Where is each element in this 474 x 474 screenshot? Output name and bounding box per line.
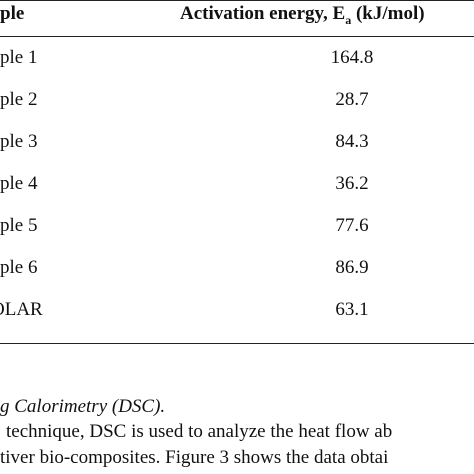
energy-cell: 164.8 [330, 47, 374, 68]
sample-cell: ple 3 [0, 131, 38, 152]
table-top-rule [0, 0, 474, 1]
sample-cell: ple 1 [0, 47, 38, 68]
sample-cell: ple 4 [0, 173, 38, 194]
header-rule [0, 36, 474, 37]
header-subscript: a [345, 12, 352, 27]
header-text: Activation energy, E [180, 3, 346, 24]
energy-cell: 28.7 [335, 89, 369, 110]
energy-cell: 86.9 [335, 257, 369, 278]
sample-cell: OLAR [0, 299, 43, 320]
energy-cell: 63.1 [335, 299, 369, 320]
header-sample: ple [0, 3, 25, 24]
sample-cell: ple 5 [0, 215, 38, 236]
sample-cell: ple 6 [0, 257, 38, 278]
energy-cell: 84.3 [335, 131, 369, 152]
energy-cell: 77.6 [335, 215, 369, 236]
header-energy: Activation energy, Ea (kJ/mol) [180, 3, 425, 31]
table-bottom-rule [0, 343, 474, 344]
sample-cell: ple 2 [0, 89, 38, 110]
header-unit: (kJ/mol) [355, 3, 425, 24]
energy-cell: 36.2 [335, 173, 369, 194]
paragraph-line: tiver bio-composites. Figure 3 shows the… [0, 447, 389, 468]
section-heading: g Calorimetry (DSC). [0, 396, 166, 417]
paragraph-line: technique, DSC is used to analyze the he… [6, 421, 393, 442]
